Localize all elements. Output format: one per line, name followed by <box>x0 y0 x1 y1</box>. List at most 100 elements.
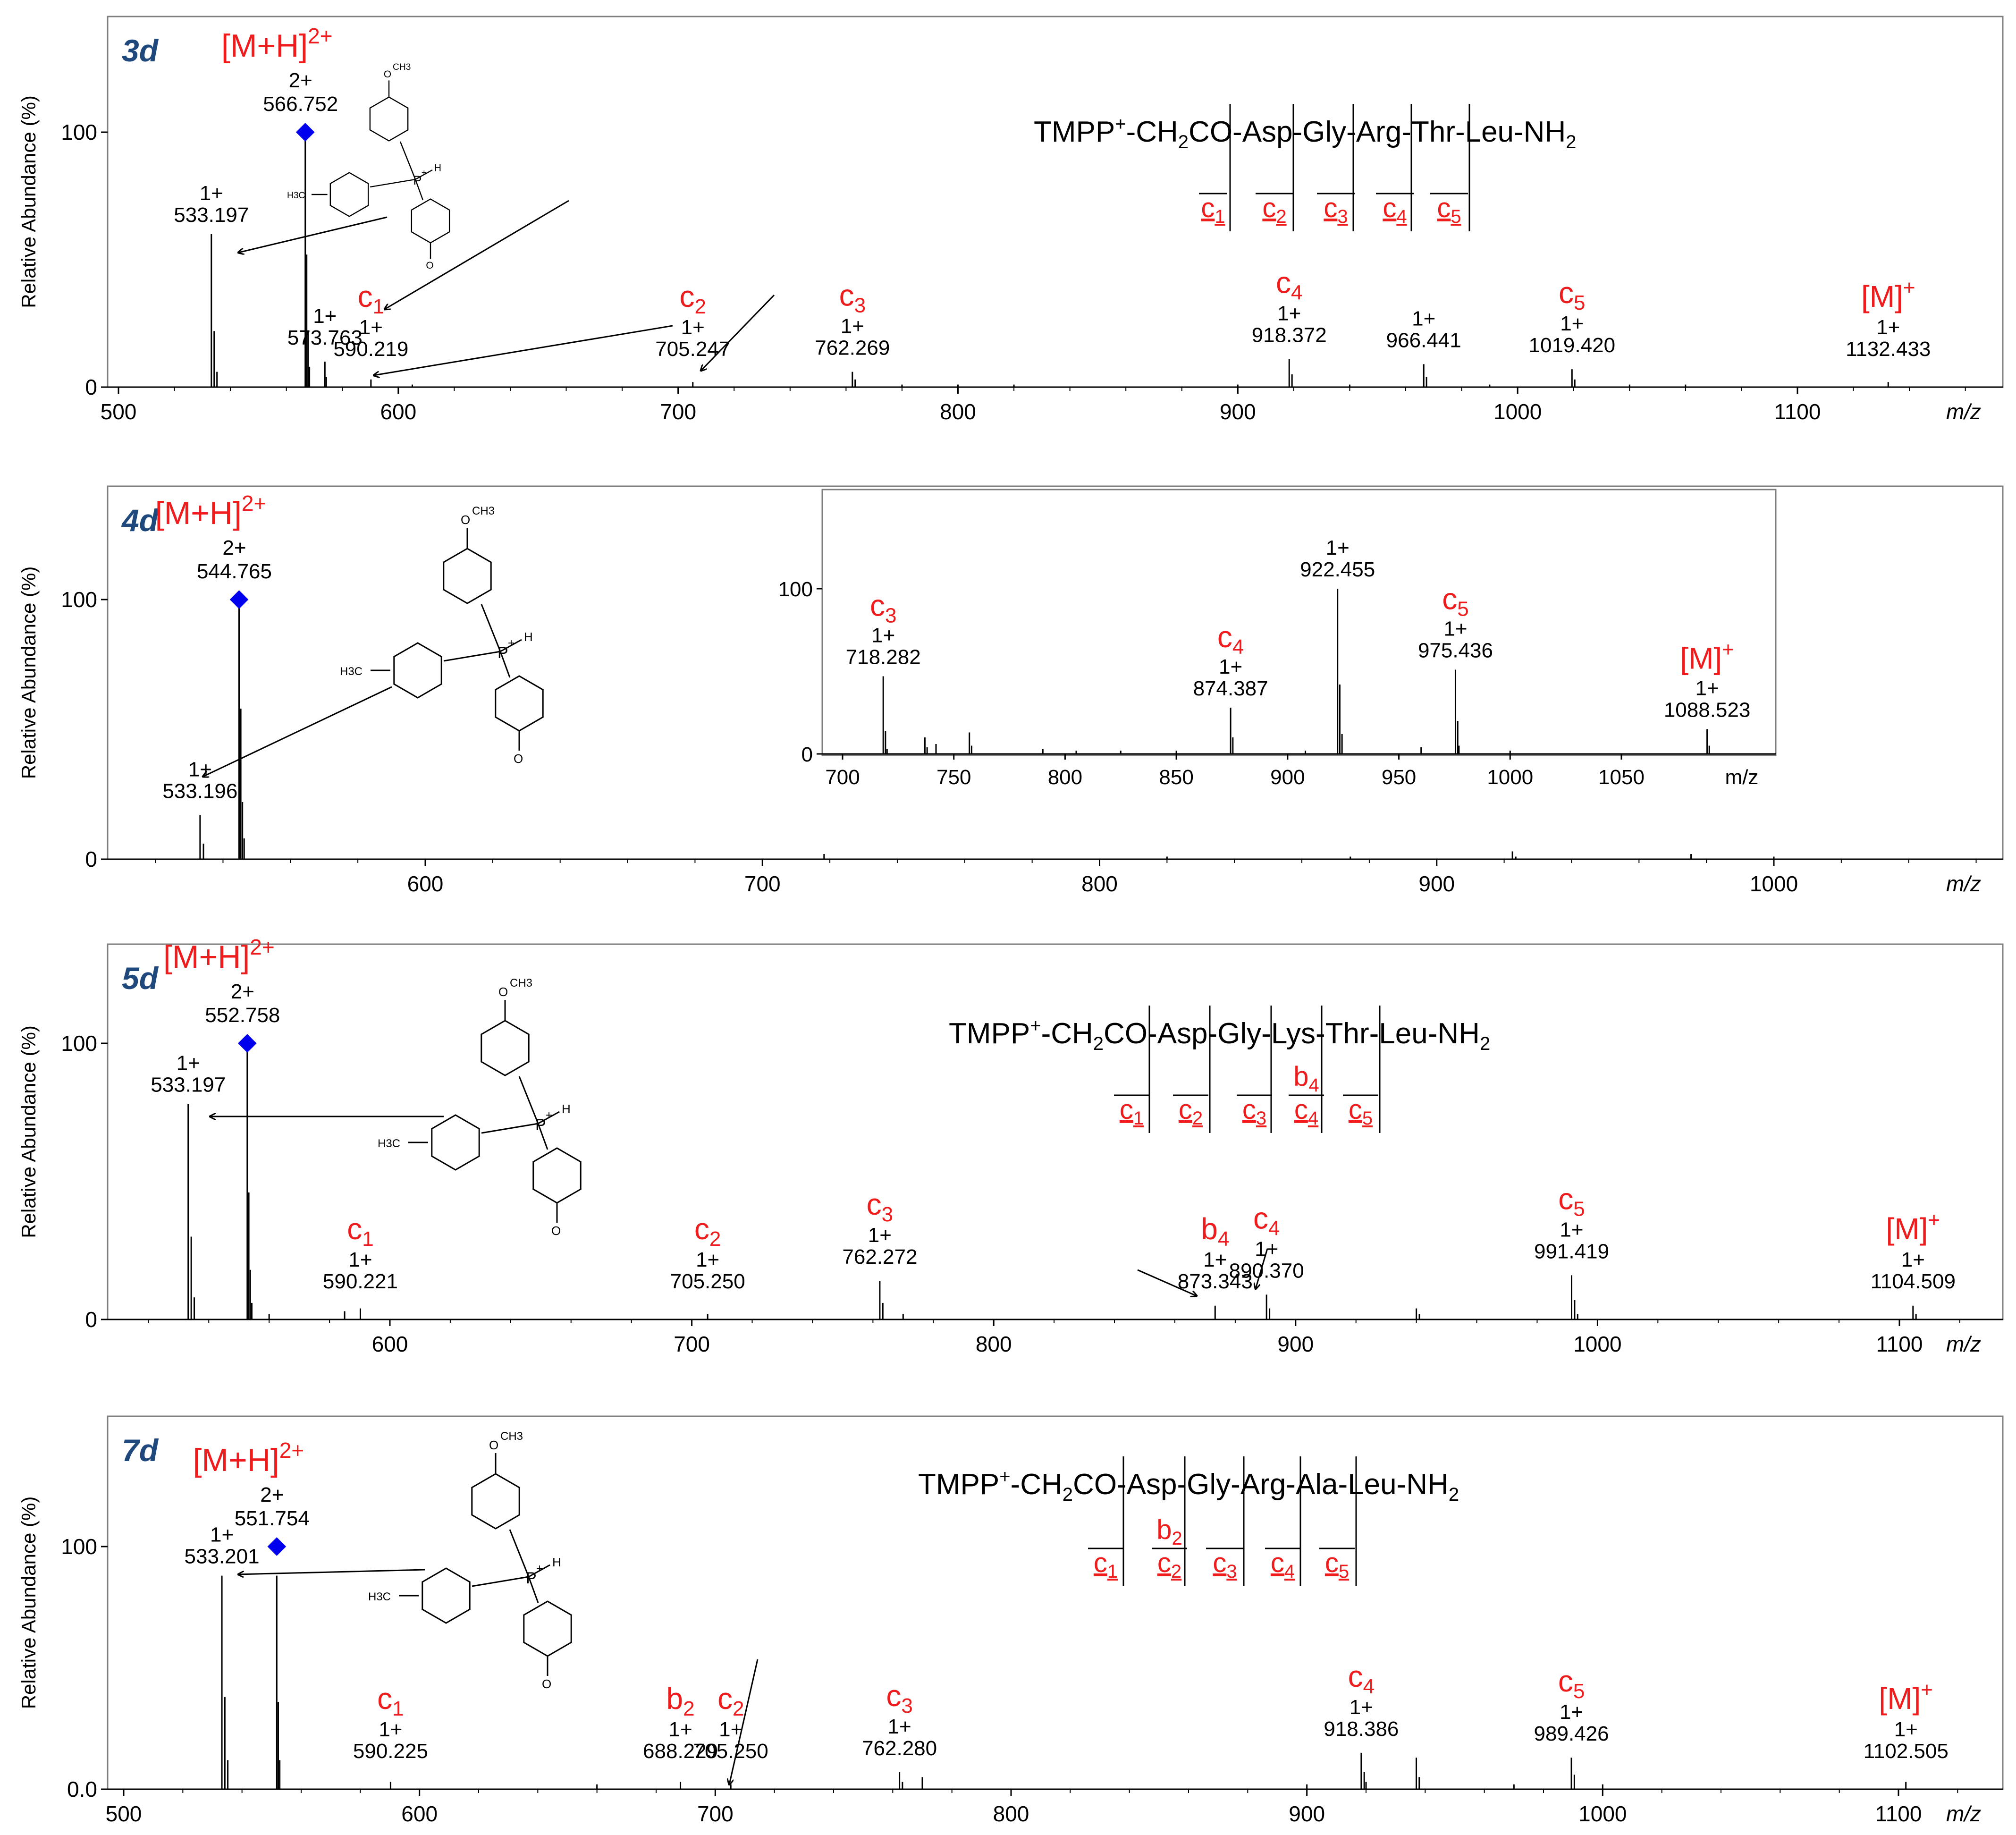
annotation-charge: 1+ <box>348 1248 372 1271</box>
fragment-tag-b: b4 <box>1293 1061 1319 1096</box>
x-axis-label: m/z <box>1946 1801 1981 1826</box>
annotation-mz: 688.229 <box>643 1740 718 1763</box>
oxygen-atom: O <box>514 752 523 766</box>
precursor-mz: 551.754 <box>235 1507 310 1530</box>
annotation-mz: 918.386 <box>1324 1717 1399 1741</box>
fragment-label: c4 <box>1276 266 1302 304</box>
inset-x-tick-label: 900 <box>1270 766 1305 789</box>
x-tick-label: 1000 <box>1573 1332 1621 1356</box>
annotation-charge: 1+ <box>188 758 212 781</box>
x-tick-label: 1000 <box>1578 1801 1627 1826</box>
precursor-marker <box>295 123 315 142</box>
x-tick-label: 600 <box>407 871 444 896</box>
precursor-title: [M+H]2+ <box>193 1438 304 1478</box>
fragment-tag: c3 <box>1242 1094 1266 1129</box>
y-axis-label: Relative Abundance (%) <box>17 95 40 308</box>
x-axis-label: m/z <box>1946 871 1981 896</box>
peptide-sequence: TMPP+-CH2CO-Asp-Gly-Arg-Ala-Leu-NH2 <box>918 1466 1459 1505</box>
annotation-mz: 1019.420 <box>1529 334 1616 357</box>
annotation-charge: 1+ <box>1695 677 1719 700</box>
fragment-label: c3 <box>870 589 896 627</box>
annotation-charge: 1+ <box>1326 536 1350 559</box>
x-tick-label: 500 <box>106 1801 142 1826</box>
fragment-label: c4 <box>1253 1201 1280 1240</box>
fragment-label: b4 <box>1201 1212 1229 1251</box>
inset-peak-annotation: 1+874.387 c4 <box>1193 620 1268 700</box>
annotation-mz: 705.250 <box>670 1270 745 1293</box>
pointer-arrow <box>203 686 392 777</box>
annotation-mz: 533.196 <box>162 780 237 803</box>
panel-id: 5d <box>122 961 159 996</box>
peak-annotation: 1+918.386 c4 <box>1324 1659 1399 1741</box>
oxygen-atom: O <box>498 985 508 999</box>
annotation-charge: 1+ <box>1350 1696 1373 1719</box>
annotation-charge: 1+ <box>1560 1700 1583 1724</box>
peak-annotation: 1+989.426 c5 <box>1534 1664 1609 1745</box>
x-tick-label: 600 <box>401 1801 438 1826</box>
fragment-tag: c2 <box>1262 193 1286 227</box>
fragment-tag: c5 <box>1349 1094 1373 1129</box>
peak-annotation: 1+590.221 c1 <box>323 1212 398 1293</box>
annotation-mz: 533.197 <box>174 203 249 227</box>
pointer-arrow <box>238 1569 425 1574</box>
hydrogen-atom: H <box>562 1102 571 1116</box>
hydrogen-atom: H <box>524 630 533 644</box>
x-tick-label: 900 <box>1277 1332 1314 1356</box>
peak-annotation: 1+1132.433 [M]+ <box>1846 276 1931 361</box>
oxygen-atom: O <box>461 513 470 527</box>
x-tick-label: 1100 <box>1876 1332 1923 1356</box>
phosphorus-atom: P <box>413 173 422 187</box>
y-axis-label: Relative Abundance (%) <box>17 1025 40 1238</box>
pointer-arrow <box>729 1659 759 1784</box>
peak-annotation: 1+590.225 c1 <box>353 1682 428 1763</box>
precursor-title: [M+H]2+ <box>155 491 267 531</box>
fragment-tag-b: b2 <box>1156 1514 1182 1549</box>
fragment-label: [M]+ <box>1886 1209 1940 1246</box>
annotation-mz: 705.250 <box>693 1740 768 1763</box>
inset-y-tick-label: 100 <box>778 578 813 601</box>
annotation-charge: 1+ <box>379 1718 402 1741</box>
x-tick-label: 1100 <box>1875 1801 1922 1826</box>
phosphorus-atom: P <box>526 1569 537 1587</box>
fragment-label: c2 <box>680 279 706 318</box>
peak-annotation: 1+533.197 <box>174 182 249 227</box>
x-tick-label: 800 <box>993 1801 1029 1826</box>
annotation-charge: 1+ <box>1876 316 1900 339</box>
inset-peak-annotation: 1+718.282 c3 <box>846 589 921 669</box>
annotation-charge: 1+ <box>1219 655 1242 678</box>
inset-peak-annotation: 1+922.455 <box>1300 536 1375 581</box>
annotation-mz: 718.282 <box>846 646 921 669</box>
annotation-mz: 533.197 <box>151 1074 226 1097</box>
fragment-label: c1 <box>347 1212 373 1251</box>
peak-annotation: 1+533.197 <box>151 1052 226 1097</box>
oxygen-atom: O <box>551 1224 561 1238</box>
plot-frame <box>107 16 2004 388</box>
annotation-charge: 1+ <box>210 1523 234 1547</box>
methyl-group: CH3 <box>510 977 532 989</box>
methyl-group: H3C <box>287 191 305 201</box>
precursor-marker <box>229 590 249 609</box>
annotation-mz: 991.419 <box>1534 1240 1609 1263</box>
fragment-tag: c3 <box>1324 193 1348 227</box>
x-axis-label: m/z <box>1946 1332 1981 1356</box>
fragment-label: c3 <box>867 1187 893 1226</box>
precursor-charge: 2+ <box>289 69 312 92</box>
annotation-mz: 873.343 <box>1178 1270 1253 1293</box>
plot-frame <box>107 943 2004 1320</box>
peak-annotation: 1+705.250 c2 <box>670 1212 745 1293</box>
peak-annotation: 1+873.343 b4 <box>1178 1212 1253 1293</box>
annotation-mz: 975.436 <box>1418 639 1493 662</box>
fragment-label: b2 <box>666 1682 695 1720</box>
inset-frame <box>821 489 1777 756</box>
x-tick-label: 900 <box>1418 871 1455 896</box>
spectrum-panel-3d: 3d Relative Abundance (%) 0 100 500 600 700 800… <box>17 16 2004 424</box>
x-tick-label: 800 <box>940 399 976 424</box>
annotation-mz: 705.247 <box>655 338 730 361</box>
panel-id: 3d <box>122 33 159 68</box>
annotation-charge: 1+ <box>888 1715 911 1738</box>
fragment-label: c5 <box>1558 1182 1585 1220</box>
y-tick-label: 100 <box>61 1031 97 1056</box>
fragment-label: c3 <box>839 279 866 317</box>
annotation-mz: 918.372 <box>1252 324 1327 347</box>
